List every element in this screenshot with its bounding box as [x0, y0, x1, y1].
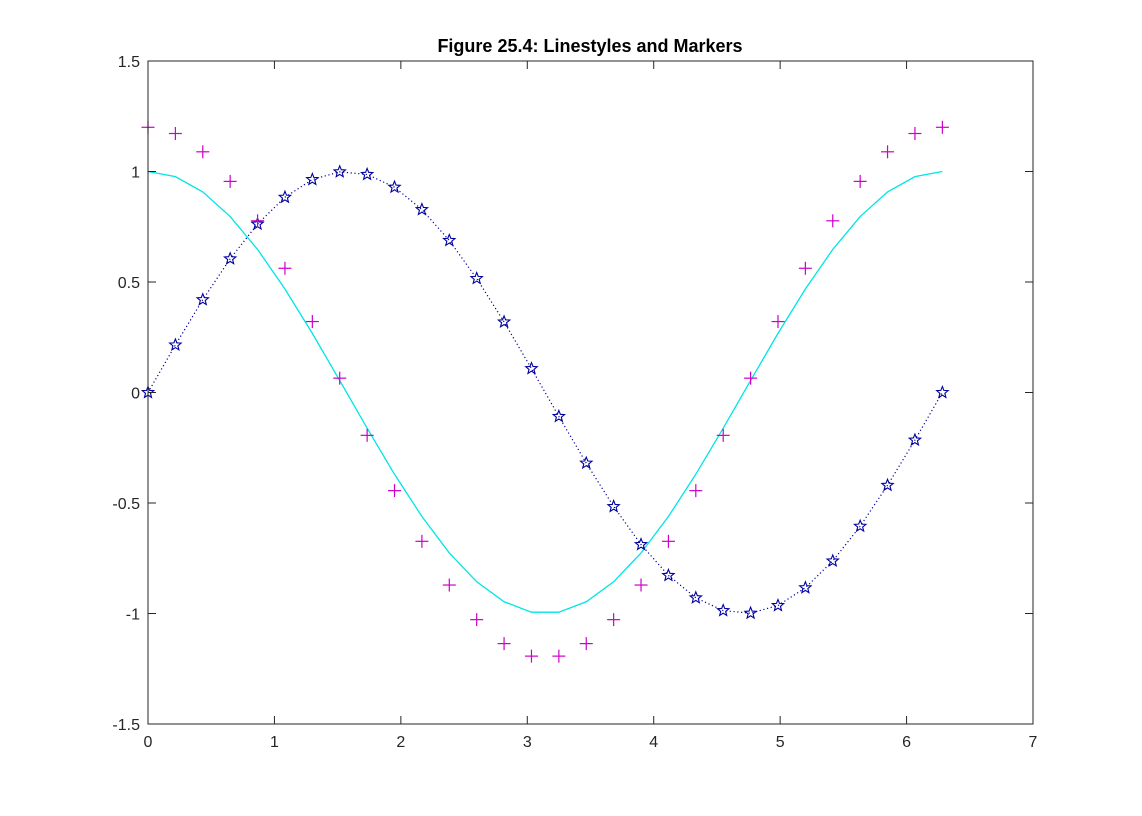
series-2-star-marker	[195, 292, 210, 306]
series-2-star-marker	[880, 477, 895, 492]
series-1	[147, 170, 943, 613]
series-2-star-marker	[661, 567, 676, 582]
series-2-line	[147, 171, 943, 614]
series-3-plus-marker	[908, 127, 922, 141]
axes-layer: 0 1 2 3 4 5 6 7 -1.5 -1 -0.5 0 0.5 1 1.5	[112, 54, 1037, 751]
series-2-star-marker	[168, 337, 183, 352]
series-3-plus-marker	[579, 637, 593, 651]
series-3-plus-marker	[360, 428, 374, 442]
series-2-star-marker	[606, 498, 621, 513]
series-2-star-marker	[524, 361, 539, 375]
series-2-star-marker	[688, 590, 703, 604]
series-3-plus-marker	[826, 214, 840, 228]
series-2-star-marker	[551, 408, 566, 423]
y-tick-label: 1	[131, 165, 140, 182]
x-tick-label: 2	[396, 734, 405, 751]
x-tick-label: 0	[144, 734, 153, 751]
series-3-plus-marker	[853, 174, 867, 188]
x-tick-label: 4	[649, 734, 658, 751]
series-3-plus-marker	[470, 613, 484, 627]
series-3-plus-marker	[798, 261, 812, 275]
series-3-plus-marker	[223, 174, 237, 188]
series-2-star-marker	[332, 164, 347, 178]
series-2-star-marker	[825, 553, 840, 568]
series-2-star-marker	[743, 605, 758, 620]
series-3-plus-marker	[168, 127, 182, 141]
series-2-star-marker	[469, 270, 484, 285]
series-3-plus-marker	[524, 649, 538, 663]
series-2-star-marker	[414, 202, 430, 216]
series-2-star-marker	[633, 537, 649, 551]
y-tick-label: -1.5	[112, 717, 140, 734]
series-2-star-marker	[716, 603, 731, 617]
series-3-plus-marker	[689, 484, 703, 498]
series-2-star-marker	[798, 580, 813, 594]
series-3-plus-marker	[278, 261, 292, 275]
series-3-plus-marker	[881, 145, 895, 159]
series-3-plus-marker	[661, 534, 675, 548]
series-2-star-marker	[770, 597, 786, 612]
chart-title: Figure 25.4: Linestyles and Markers	[437, 36, 742, 56]
x-tick-label: 5	[776, 734, 785, 751]
series-2-star-marker	[579, 455, 594, 470]
series-3-plus-marker	[552, 649, 566, 663]
x-tick-label: 7	[1029, 734, 1038, 751]
x-tick-label: 3	[523, 734, 532, 751]
series-2-star-marker	[935, 384, 950, 399]
series-2-star-marker	[277, 189, 293, 204]
series-2-star-marker	[359, 166, 375, 181]
series-2	[140, 164, 950, 620]
y-tick-label: 0	[131, 386, 140, 403]
series-3-plus-marker	[497, 637, 511, 651]
x-tick-label: 6	[902, 734, 911, 751]
y-tick-label: 0.5	[118, 275, 140, 292]
series-3-plus-marker	[634, 578, 648, 592]
series-2-star-marker	[853, 518, 868, 533]
series-2-star-marker	[442, 232, 457, 247]
y-tick-label: 1.5	[118, 54, 140, 71]
series-3-plus-marker	[442, 578, 456, 592]
series-1-line	[147, 170, 943, 613]
series-3-plus-marker	[744, 371, 758, 385]
y-tick-label: -0.5	[112, 496, 140, 513]
plot-area	[148, 61, 1033, 724]
series-2-star-marker	[223, 251, 238, 265]
series-2-star-marker	[496, 314, 512, 328]
series-3-plus-marker	[305, 315, 319, 329]
series-3-plus-marker	[716, 428, 730, 442]
series-2-star-marker	[387, 179, 402, 194]
series-3-plus-marker	[333, 371, 347, 385]
series-2-star-marker	[907, 432, 923, 447]
series-3	[141, 120, 949, 663]
x-tick-label: 1	[270, 734, 279, 751]
series-3-plus-marker	[251, 214, 265, 228]
series-3-plus-marker	[196, 145, 210, 159]
series-3-plus-marker	[771, 315, 785, 329]
series-3-plus-marker	[388, 484, 402, 498]
series-3-plus-marker	[935, 120, 949, 134]
series-3-plus-marker	[415, 534, 429, 548]
series-2-star-marker	[305, 171, 320, 186]
series-3-plus-marker	[607, 613, 621, 627]
y-tick-label: -1	[126, 607, 140, 624]
series-layer	[140, 120, 950, 663]
